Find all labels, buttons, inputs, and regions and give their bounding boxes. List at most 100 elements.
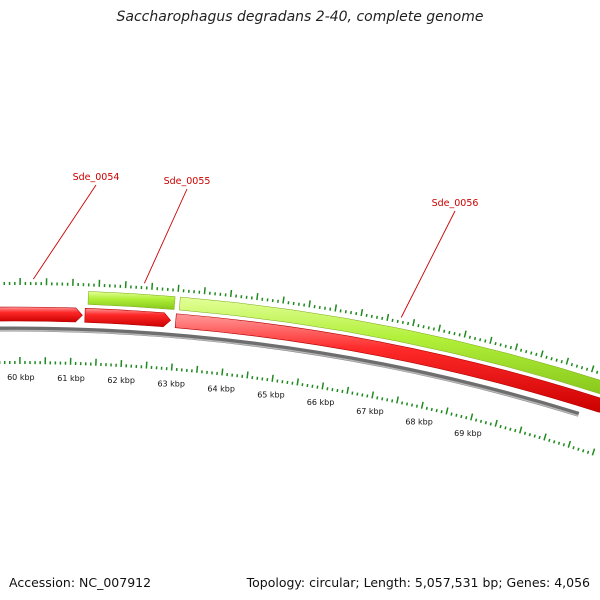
outer-tick — [509, 345, 512, 350]
scale-label: 65 kbp — [257, 391, 285, 400]
scale-tick — [586, 450, 590, 454]
scale-tick — [435, 408, 438, 413]
gene-label-leader — [32, 184, 97, 280]
scale-tick — [170, 363, 173, 371]
scale-label: 68 kbp — [405, 417, 433, 426]
scale-tick — [460, 414, 463, 419]
scale-tick — [440, 410, 443, 414]
outer-tick — [386, 313, 390, 321]
scale-tick — [518, 426, 523, 434]
outer-tick — [535, 352, 538, 357]
scale-tick — [577, 447, 580, 451]
outer-tick — [595, 370, 599, 374]
accession-text: Accession: NC_007912 — [9, 575, 152, 590]
outer-tick — [256, 293, 259, 301]
scale-tick — [336, 388, 339, 393]
scale-tick — [415, 404, 418, 408]
scale-tick — [420, 401, 424, 409]
outer-tick — [391, 318, 394, 322]
outer-tick — [375, 315, 379, 319]
outer-tick — [203, 287, 206, 295]
reverse-gene-4 — [174, 313, 600, 413]
outer-tick — [360, 308, 364, 317]
scale-tick — [396, 396, 399, 404]
outer-tick — [499, 343, 502, 347]
scale-tick — [386, 398, 389, 402]
outer-tick — [530, 351, 533, 355]
scale-tick — [356, 392, 359, 396]
outer-tick — [590, 365, 595, 373]
scale-tick — [582, 449, 585, 453]
outer-tick — [463, 330, 467, 338]
scale-tick — [557, 441, 561, 445]
scale-label: 66 kbp — [307, 398, 335, 407]
scale-label: 64 kbp — [207, 384, 235, 393]
scale-tick — [514, 428, 517, 433]
outer-tick — [550, 357, 553, 361]
scale-tick — [346, 386, 350, 394]
outer-tick — [489, 336, 493, 344]
gene-label-leader — [143, 188, 188, 284]
scale-tick — [351, 391, 354, 395]
scale-tick — [543, 433, 547, 441]
outer-tick — [565, 357, 570, 365]
outer-tick — [401, 320, 404, 325]
outer-tick — [443, 329, 446, 333]
scale-tick — [196, 365, 199, 373]
outer-tick — [458, 333, 461, 337]
outer-tick — [504, 344, 507, 348]
scale-tick — [331, 387, 334, 392]
outer-tick — [468, 335, 471, 339]
scale-tick — [361, 393, 364, 397]
genome-backbone — [0, 326, 580, 417]
outer-tick — [448, 330, 451, 335]
scale-tick — [538, 435, 541, 440]
scale-tick — [591, 448, 596, 456]
gene-label: Sde_0056 — [432, 198, 479, 209]
outer-tick — [355, 311, 358, 316]
gene-label: Sde_0055 — [164, 176, 211, 187]
scale-tick — [425, 406, 428, 410]
outer-tick — [334, 304, 338, 312]
outer-tick — [407, 321, 410, 326]
scale-tick — [271, 374, 274, 382]
scale-tick — [371, 391, 375, 399]
outer-tick — [427, 326, 430, 330]
gene-label: Sde_0054 — [73, 172, 120, 183]
scale-tick — [376, 396, 379, 400]
scale-tick — [246, 371, 249, 379]
outer-tick — [519, 348, 523, 352]
scale-tick — [572, 446, 575, 450]
scale-tick — [465, 416, 468, 420]
scale-tick — [221, 368, 224, 376]
scale-label: 61 kbp — [57, 374, 85, 383]
genome-title: Saccharophagus degradans 2-40, complete … — [116, 9, 484, 25]
scale-tick — [528, 433, 532, 437]
scale-tick — [326, 387, 329, 391]
outer-tick — [437, 324, 441, 332]
outer-tick — [545, 355, 548, 359]
outer-tick — [494, 341, 497, 346]
outer-tick — [514, 343, 519, 351]
scale-tick — [430, 407, 433, 412]
outer-tick — [350, 311, 353, 315]
outer-tick — [555, 358, 558, 362]
gene-label-leader — [400, 210, 456, 318]
gene-label-layer: Sde_0054 Sde_0055 Sde_0056 — [32, 172, 479, 318]
scale-tick — [410, 403, 414, 407]
scale-tick — [401, 401, 404, 405]
scale-tick — [562, 443, 566, 447]
backbone-highlight — [0, 329, 579, 417]
outer-tick — [453, 332, 456, 336]
scale-tick — [533, 434, 536, 438]
outer-tick — [370, 314, 373, 319]
scale-tick — [341, 389, 344, 393]
outer-tick — [479, 338, 482, 342]
reverse-gene-3 — [84, 307, 171, 328]
scale-tick — [548, 438, 551, 443]
scale-tick — [484, 421, 487, 425]
scale-tick — [509, 427, 512, 431]
scale-tick — [381, 397, 384, 401]
